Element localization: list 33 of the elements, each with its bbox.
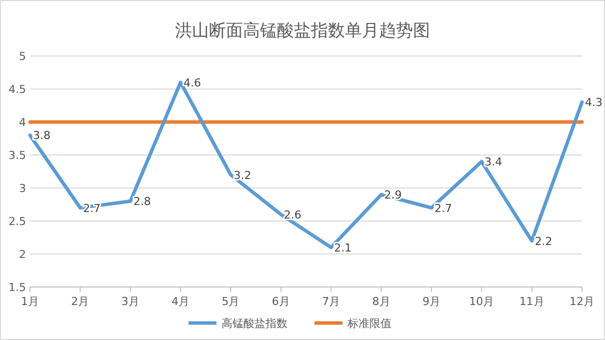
y-tick-label: 4.5 [8,83,26,96]
x-tick-label: 7月 [322,295,340,308]
y-tick-label: 5 [19,50,26,63]
x-tick-label: 1月 [21,295,39,308]
x-tick-label: 12月 [570,295,594,308]
data-label: 2.2 [534,234,552,248]
data-label: 3.8 [33,129,50,142]
y-tick-label: 2 [19,248,26,261]
data-label: 4.6 [184,76,202,90]
x-tick-label: 11月 [519,295,544,308]
data-label: 2.6 [284,208,302,222]
x-tick-label: 8月 [372,295,390,308]
data-label: 2.1 [334,241,352,254]
data-label: 2.7 [434,202,452,215]
data-label: 3.4 [484,156,502,169]
chart-title: 洪山断面高锰酸盐指数单月趋势图 [175,21,430,41]
y-tick-label: 2.5 [8,215,26,228]
x-tick-label: 4月 [172,295,190,308]
data-label: 2.8 [133,195,151,208]
x-tick-label: 2月 [71,295,90,308]
x-tick-label: 10月 [469,295,494,308]
x-tick-label: 9月 [422,295,440,308]
x-tick-label: 6月 [272,295,290,308]
data-label: 3.2 [234,168,252,182]
x-tick-label: 5月 [222,295,240,308]
y-tick-label: 3.5 [8,149,26,162]
legend-label: 高锰酸盐指数 [222,317,288,330]
data-label: 4.3 [585,96,602,110]
legend-label: 标准限值 [346,317,392,330]
y-tick-label: 3 [19,182,26,195]
y-tick-label: 1.5 [8,281,26,294]
x-tick-label: 3月 [121,295,140,308]
y-tick-label: 4 [19,116,26,129]
